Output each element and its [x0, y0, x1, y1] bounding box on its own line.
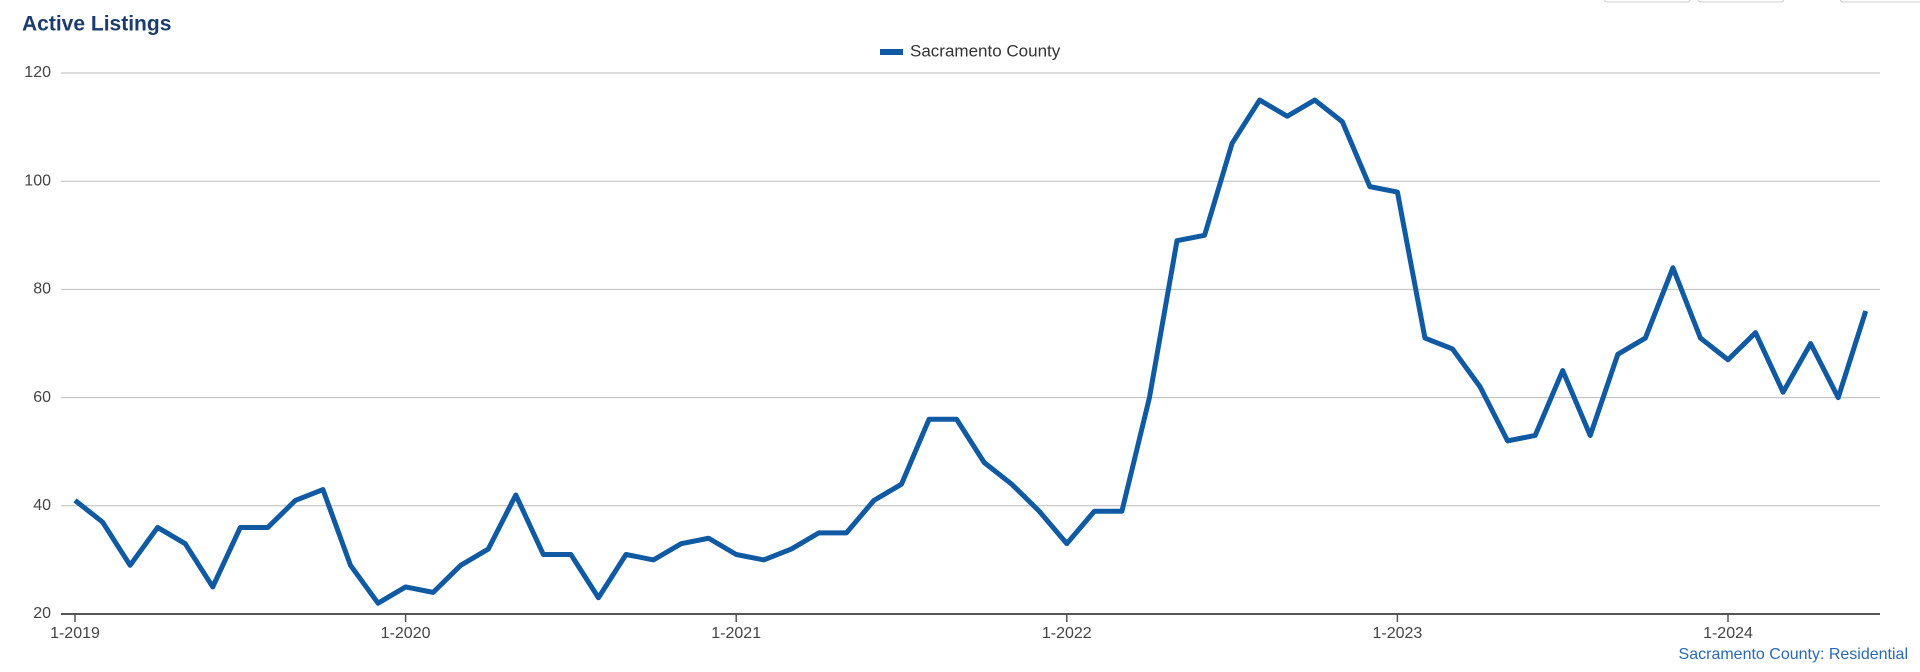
button[interactable] [1603, 0, 1691, 3]
button[interactable] [1697, 0, 1785, 3]
button[interactable] [1839, 0, 1920, 3]
legend-label: Sacramento County [910, 41, 1061, 60]
chart-title: Active Listings [22, 13, 171, 36]
x-tick-label: 1-2024 [1703, 625, 1753, 642]
source-note: Sacramento County: Residential [1679, 646, 1908, 663]
x-tick-label: 1-2019 [50, 625, 100, 642]
x-tick-label: 1-2021 [711, 625, 761, 642]
y-tick-label: 80 [33, 281, 51, 298]
line-series [73, 97, 1869, 606]
y-tick-label: 40 [33, 497, 51, 514]
y-tick-label: 100 [24, 172, 51, 189]
y-tick-label: 120 [24, 64, 51, 81]
y-tick-label: 60 [33, 389, 51, 406]
x-tick-label: 1-2022 [1042, 625, 1092, 642]
y-tick-label: 20 [33, 605, 51, 622]
x-tick-label: 1-2023 [1372, 625, 1422, 642]
x-tick-label: 1-2020 [381, 625, 431, 642]
